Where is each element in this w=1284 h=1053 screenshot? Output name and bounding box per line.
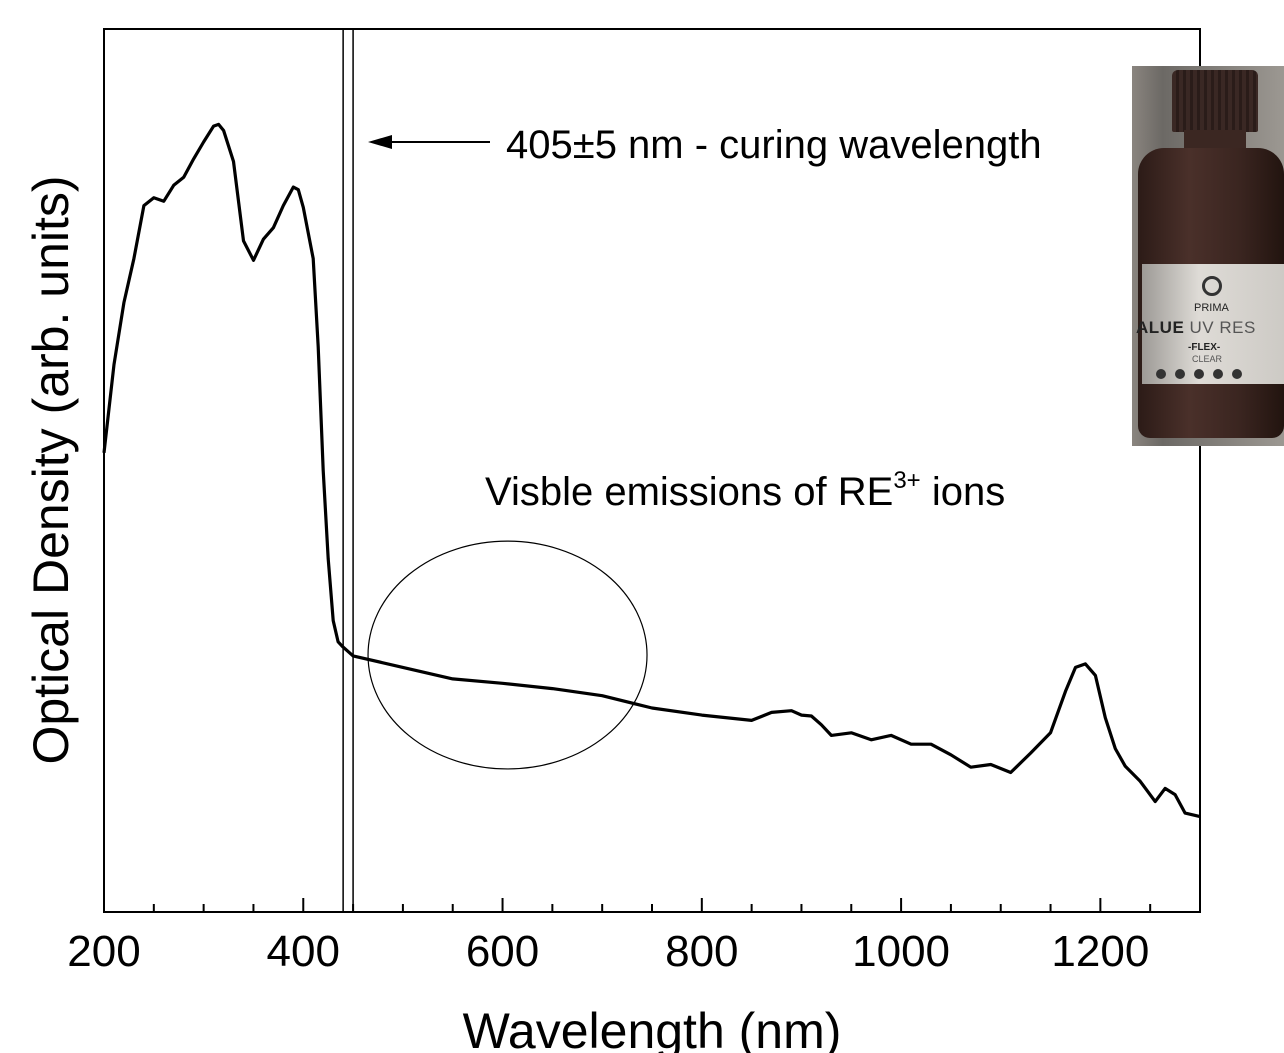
bottle-subtitle-text: -FLEX- [1188, 342, 1221, 353]
prima-logo-icon [1202, 276, 1222, 296]
x-tick-label: 1200 [1051, 927, 1149, 976]
x-ticks: 200 400 600 800 1000 1200 [67, 898, 1201, 976]
bottle-color-text: CLEAR [1192, 354, 1223, 364]
emission-label-sup: 3+ [893, 467, 920, 494]
x-tick-label: 1000 [852, 927, 950, 976]
emission-ellipse-layer [367, 540, 648, 770]
bottle-brand-text: PRIMA [1194, 302, 1229, 314]
bottle-cap [1172, 70, 1258, 132]
emission-label-tail: ions [921, 470, 1006, 514]
emission-label: Visble emissions of RE3+ ions [485, 467, 1005, 514]
x-tick-label: 400 [267, 927, 340, 976]
resin-bottle-photo: PRIMA ALUE UV RES -FLEX- CLEAR [1132, 66, 1284, 446]
emission-ellipse [367, 540, 648, 770]
x-tick-label: 800 [665, 927, 738, 976]
optical-density-line [102, 122, 1201, 819]
bottle-product-b: UV RES [1184, 318, 1256, 337]
x-tick-label: 200 [67, 927, 140, 976]
x-tick-label: 600 [466, 927, 539, 976]
bottle-product-a: ALUE [1136, 318, 1185, 337]
safety-icons [1156, 366, 1284, 380]
curing-wavelength-label: 405±5 nm - curing wavelength [506, 123, 1042, 167]
series-layer [102, 122, 1201, 819]
curing-band [342, 29, 354, 912]
bottle-product-text: ALUE UV RES [1136, 318, 1256, 338]
x-axis-title: Wavelength (nm) [463, 1003, 842, 1053]
emission-label-main: Visble emissions of RE [485, 470, 893, 514]
y-axis-title: Optical Density (arb. units) [23, 175, 79, 764]
curing-arrow [368, 135, 490, 149]
